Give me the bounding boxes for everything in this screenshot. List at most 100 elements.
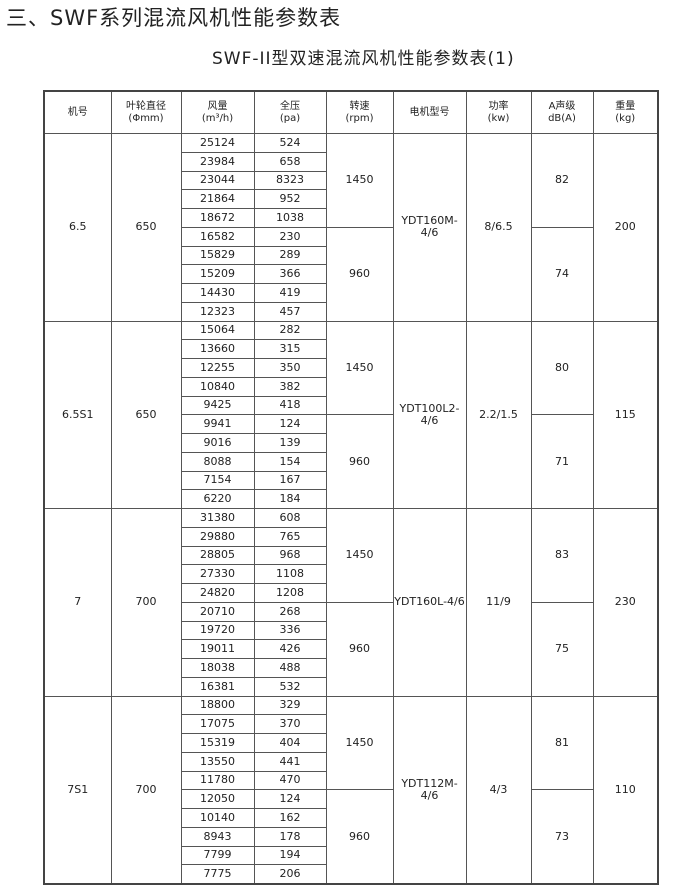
weight-cell: 230 [592, 508, 659, 697]
header-label: 风量 [207, 100, 228, 112]
motor-cell: YDT112M-4/6 [392, 695, 467, 885]
pressure-cell: 1038 [253, 208, 327, 228]
pressure-cell: 139 [253, 433, 327, 453]
airflow-cell: 29880 [180, 526, 255, 547]
header-label: 功率 [488, 100, 509, 112]
table-row: 7775 206 [44, 864, 658, 885]
table-row: 23044 8323 [44, 170, 658, 191]
airflow-cell: 7154 [180, 470, 255, 491]
header-unit: (m³/h) [201, 112, 234, 124]
column-header: 电机型号 [392, 90, 467, 134]
header-label: 全压 [280, 100, 300, 112]
table-row: 18672 1038 [44, 208, 658, 228]
table-row: 12323 457 [44, 301, 658, 322]
airflow-cell: 9941 [180, 414, 255, 434]
pressure-cell: 124 [253, 789, 327, 809]
header-unit: (kg) [615, 112, 636, 124]
pressure-cell: 282 [253, 320, 327, 341]
column-header: 风量 (m³/h) [180, 90, 255, 134]
column-header: 功率 (kw) [465, 90, 532, 134]
pressure-cell: 404 [253, 733, 327, 753]
airflow-cell: 23044 [180, 170, 255, 191]
pressure-cell: 608 [253, 508, 327, 528]
pressure-cell: 419 [253, 283, 327, 303]
pressure-cell: 524 [253, 133, 327, 153]
model-cell: 7 [43, 508, 112, 697]
pressure-cell: 441 [253, 751, 327, 772]
airflow-cell: 18038 [180, 658, 255, 678]
noise-cell: 73 [530, 789, 594, 885]
pressure-cell: 167 [253, 470, 327, 491]
table-row: 12050 124 960 73 [44, 789, 658, 885]
table-row: 9941 124 960 71 [44, 414, 658, 509]
noise-cell: 81 [530, 695, 594, 791]
model-cell: 7S1 [43, 695, 112, 885]
weight-cell: 115 [592, 320, 659, 509]
pressure-cell: 457 [253, 301, 327, 322]
pressure-cell: 289 [253, 245, 327, 266]
pressure-cell: 366 [253, 264, 327, 284]
pressure-cell: 765 [253, 526, 327, 547]
airflow-cell: 21864 [180, 189, 255, 209]
speed-cell: 960 [325, 601, 394, 697]
pressure-cell: 426 [253, 639, 327, 659]
table-row: 7799 194 [44, 845, 658, 866]
airflow-cell: 12323 [180, 301, 255, 322]
airflow-cell: 19720 [180, 620, 255, 641]
airflow-cell: 27330 [180, 564, 255, 584]
header-label: 机号 [67, 106, 88, 118]
header-unit: (kw) [487, 112, 510, 124]
pressure-cell: 418 [253, 395, 327, 416]
pressure-cell: 230 [253, 226, 327, 247]
airflow-cell: 9425 [180, 395, 255, 416]
pressure-cell: 532 [253, 676, 327, 697]
airflow-cell: 12255 [180, 358, 255, 378]
pressure-cell: 1108 [253, 564, 327, 584]
weight-cell: 200 [592, 133, 659, 322]
table-row: 11780 470 [44, 770, 658, 791]
table-row: 13550 441 [44, 751, 658, 772]
table-title: SWF-II型双速混流风机性能参数表(1) [212, 49, 515, 69]
noise-cell: 83 [530, 508, 594, 603]
airflow-cell: 7775 [180, 864, 255, 885]
pressure-cell: 8323 [253, 170, 327, 191]
pressure-cell: 206 [253, 864, 327, 885]
speed-cell: 1450 [325, 695, 394, 791]
header-unit: (pa) [279, 112, 301, 124]
noise-cell: 82 [530, 133, 594, 228]
pressure-cell: 162 [253, 808, 327, 828]
pressure-cell: 178 [253, 826, 327, 847]
noise-cell: 75 [530, 601, 594, 697]
header-unit: (rpm) [345, 112, 374, 124]
airflow-cell: 15064 [180, 320, 255, 341]
airflow-cell: 10840 [180, 376, 255, 397]
page-title: 三、SWF系列混流风机性能参数表 [6, 6, 342, 30]
airflow-cell: 25124 [180, 133, 255, 153]
airflow-cell: 31380 [180, 508, 255, 528]
table-row: 10140 162 [44, 808, 658, 828]
speed-cell: 960 [325, 226, 394, 322]
table-row: 23984 658 [44, 151, 658, 172]
pressure-cell: 470 [253, 770, 327, 791]
pressure-cell: 350 [253, 358, 327, 378]
pressure-cell: 268 [253, 601, 327, 622]
airflow-cell: 8088 [180, 451, 255, 472]
diameter-cell: 700 [110, 695, 182, 885]
pressure-cell: 968 [253, 545, 327, 566]
airflow-cell: 18672 [180, 208, 255, 228]
pressure-cell: 154 [253, 451, 327, 472]
column-header: A声级 dB(A) [530, 90, 594, 134]
airflow-cell: 24820 [180, 583, 255, 603]
table-row: 7 700 31380 608 1450 YDT160L-4/6 11/9 83 230 [43, 508, 659, 697]
airflow-cell: 9016 [180, 433, 255, 453]
motor-cell: YDT160M-4/6 [392, 133, 467, 322]
airflow-cell: 10140 [180, 808, 255, 828]
airflow-cell: 19011 [180, 639, 255, 659]
power-cell: 8/6.5 [465, 133, 532, 322]
header-label: 叶轮直径 [126, 100, 166, 112]
table-row: 24820 1208 [44, 583, 658, 603]
airflow-cell: 7799 [180, 845, 255, 866]
pressure-cell: 194 [253, 845, 327, 866]
airflow-cell: 16381 [180, 676, 255, 697]
header-label: 转速 [349, 100, 370, 112]
